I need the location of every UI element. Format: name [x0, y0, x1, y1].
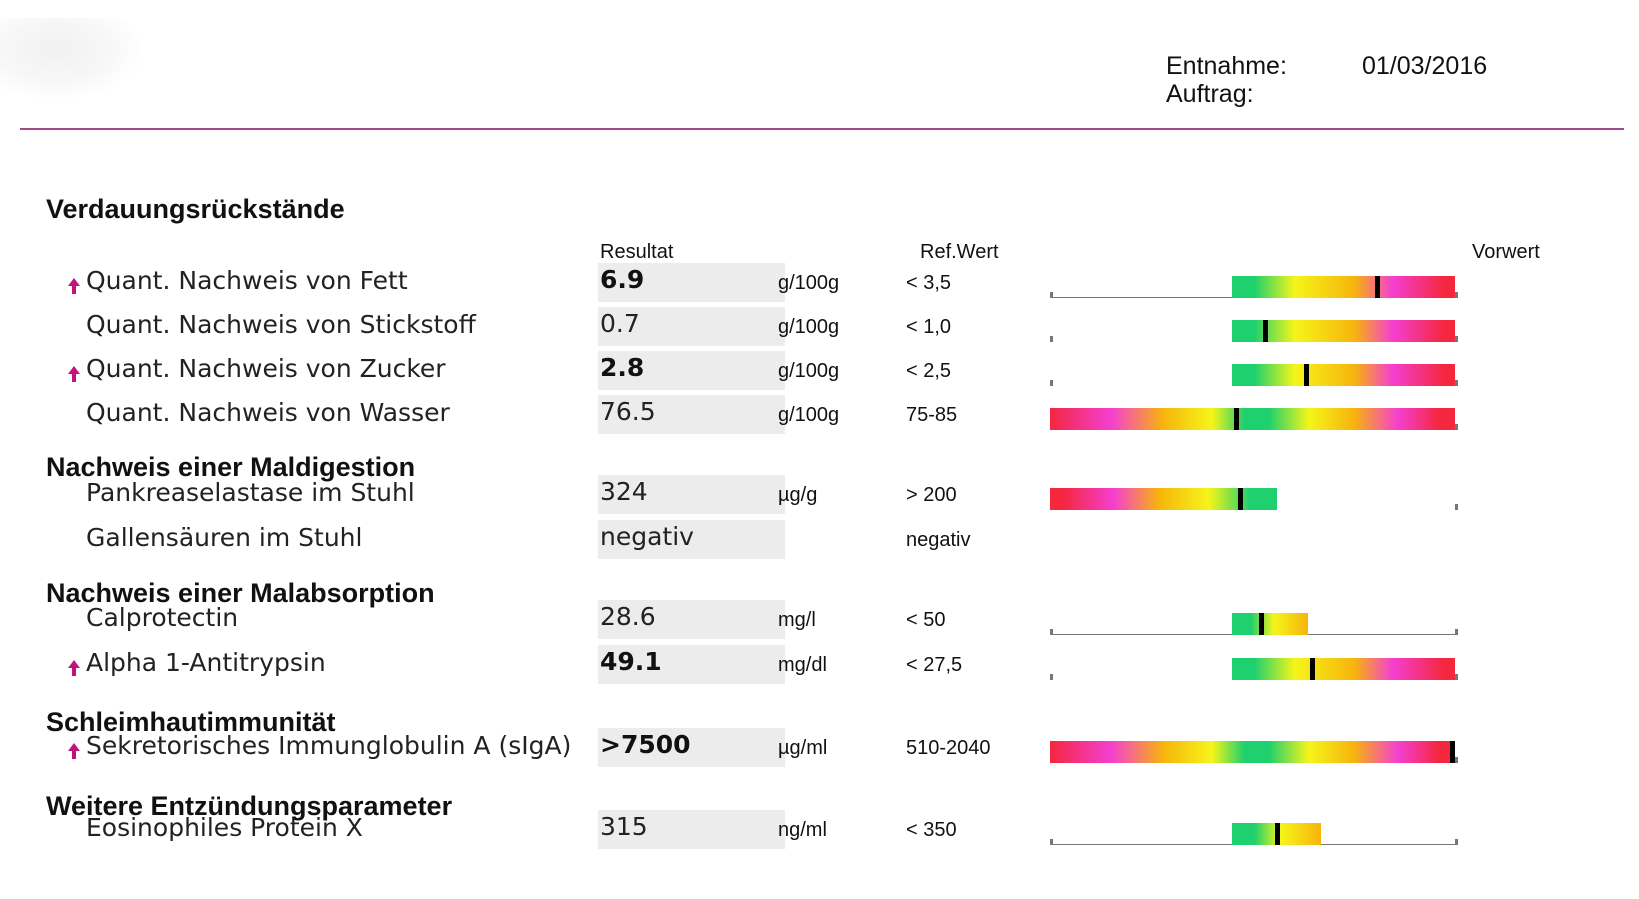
unit-label: g/100g — [778, 360, 840, 382]
result-field — [598, 395, 785, 434]
reference-range: > 200 — [906, 484, 957, 506]
reference-range: 510-2040 — [906, 737, 991, 759]
gauge-tick — [1455, 839, 1458, 845]
gauge-marker — [1238, 488, 1244, 510]
gauge-marker — [1310, 658, 1316, 680]
gauge-tick — [1455, 424, 1458, 430]
gauge-tick — [1050, 292, 1053, 298]
reference-range: negativ — [906, 529, 971, 551]
gauge-bar — [1050, 488, 1277, 510]
result-value: 6.9 — [600, 265, 645, 294]
section-title: Verdauungsrückstände — [46, 194, 345, 224]
result-field — [598, 728, 785, 767]
result-field — [598, 600, 785, 639]
unit-label: µg/ml — [778, 737, 828, 759]
result-field — [598, 520, 785, 559]
high-arrow-icon — [67, 277, 81, 295]
unit-label: ng/ml — [778, 819, 827, 841]
analyte-name: Eosinophiles Protein X — [86, 813, 363, 842]
blurred-logo — [0, 18, 140, 98]
gauge-tick — [1050, 380, 1053, 386]
result-value: negativ — [600, 522, 694, 551]
result-value: 49.1 — [600, 647, 662, 676]
gauge-marker — [1374, 276, 1380, 298]
result-value: 2.8 — [600, 353, 645, 382]
gauge-bar — [1232, 364, 1455, 386]
gauge-marker — [1274, 823, 1280, 845]
result-value: 28.6 — [600, 602, 656, 631]
unit-label: µg/g — [778, 484, 818, 506]
gauge-tick — [1455, 757, 1458, 763]
analyte-name: Quant. Nachweis von Zucker — [86, 354, 446, 383]
gauge-tick — [1455, 674, 1458, 680]
high-arrow-icon — [67, 659, 81, 677]
result-value: 315 — [600, 812, 648, 841]
auftrag-label: Auftrag: — [1166, 80, 1254, 108]
result-field — [598, 475, 785, 514]
section-title: Nachweis einer Maldigestion — [46, 452, 416, 482]
result-field — [598, 645, 785, 684]
reference-range: < 350 — [906, 819, 957, 841]
analyte-name: Calprotectin — [86, 603, 239, 632]
unit-label: g/100g — [778, 272, 840, 294]
gauge-marker — [1450, 741, 1455, 763]
result-field — [598, 351, 785, 390]
gauge-tick — [1050, 336, 1053, 342]
gauge-bar — [1232, 613, 1308, 635]
unit-label: g/100g — [778, 316, 840, 338]
analyte-name: Quant. Nachweis von Stickstoff — [86, 310, 476, 339]
result-value: 324 — [600, 477, 648, 506]
gauge-bar — [1050, 408, 1455, 430]
gauge-marker — [1263, 320, 1269, 342]
reference-range: < 27,5 — [906, 654, 963, 676]
gauge-bar — [1050, 741, 1455, 763]
section-title: Nachweis einer Malabsorption — [46, 578, 435, 608]
unit-label: mg/l — [778, 609, 816, 631]
high-arrow-icon — [67, 742, 81, 760]
analyte-name: Alpha 1-Antitrypsin — [86, 648, 326, 677]
result-value: >7500 — [600, 730, 691, 759]
analyte-name: Pankreaselastase im Stuhl — [86, 478, 415, 507]
gauge-tick — [1050, 674, 1053, 680]
gauge-tick — [1455, 336, 1458, 342]
gauge-tick — [1455, 380, 1458, 386]
gauge-marker — [1303, 364, 1309, 386]
result-field — [598, 307, 785, 346]
gauge-tick — [1455, 629, 1458, 635]
reference-range: < 50 — [906, 609, 946, 631]
column-header-refwert: Ref.Wert — [920, 241, 999, 263]
gauge-bar — [1232, 276, 1455, 298]
gauge-tick — [1050, 629, 1053, 635]
column-header-vorwert: Vorwert — [1472, 241, 1540, 263]
gauge-tick — [1455, 504, 1458, 510]
column-header-resultat: Resultat — [600, 241, 674, 263]
unit-label: mg/dl — [778, 654, 827, 676]
unit-label: g/100g — [778, 404, 840, 426]
header-divider — [20, 128, 1624, 130]
reference-range: < 1,0 — [906, 316, 952, 338]
analyte-name: Sekretorisches Immunglobulin A (sIgA) — [86, 731, 572, 760]
gauge-tick — [1050, 839, 1053, 845]
gauge-marker — [1234, 408, 1240, 430]
result-value: 76.5 — [600, 397, 656, 426]
reference-range: < 3,5 — [906, 272, 952, 294]
result-value: 0.7 — [600, 309, 640, 338]
analyte-name: Quant. Nachweis von Wasser — [86, 398, 450, 427]
result-field — [598, 810, 785, 849]
section-title: Schleimhautimmunität — [46, 707, 336, 737]
entnahme-date: 01/03/2016 — [1362, 52, 1488, 80]
entnahme-label: Entnahme: — [1166, 52, 1287, 80]
analyte-name: Gallensäuren im Stuhl — [86, 523, 363, 552]
gauge-tick — [1455, 292, 1458, 298]
result-field — [598, 263, 785, 302]
gauge-bar — [1232, 658, 1455, 680]
high-arrow-icon — [67, 365, 81, 383]
reference-range: 75-85 — [906, 404, 958, 426]
gauge-marker — [1258, 613, 1264, 635]
gauge-bar — [1232, 320, 1455, 342]
reference-range: < 2,5 — [906, 360, 952, 382]
section-title: Weitere Entzündungsparameter — [46, 791, 453, 821]
analyte-name: Quant. Nachweis von Fett — [86, 266, 408, 295]
